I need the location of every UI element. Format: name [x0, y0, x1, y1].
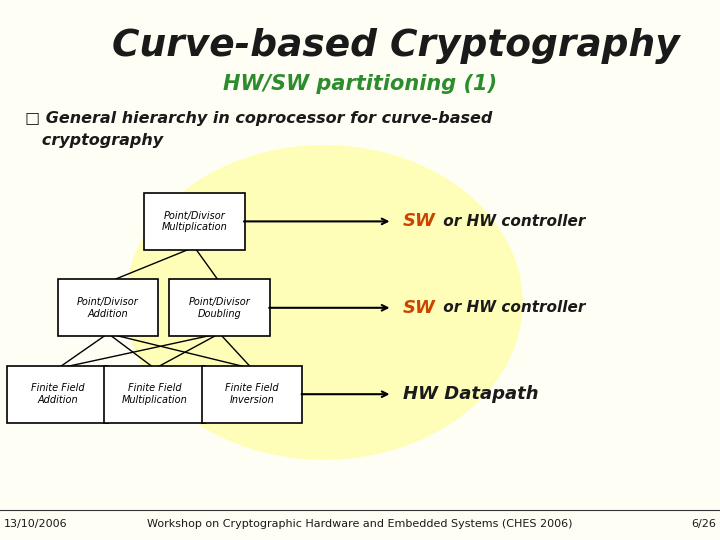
- Text: Workshop on Cryptographic Hardware and Embedded Systems (CHES 2006): Workshop on Cryptographic Hardware and E…: [148, 519, 572, 529]
- Text: HW Datapath: HW Datapath: [403, 385, 539, 403]
- Text: or HW controller: or HW controller: [438, 214, 585, 229]
- FancyBboxPatch shape: [202, 366, 302, 422]
- Text: SW: SW: [403, 299, 436, 317]
- Text: Point/Divisor
Addition: Point/Divisor Addition: [77, 297, 139, 319]
- FancyBboxPatch shape: [169, 280, 270, 336]
- Text: Point/Divisor
Multiplication: Point/Divisor Multiplication: [161, 211, 228, 232]
- Text: Finite Field
Inversion: Finite Field Inversion: [225, 383, 279, 405]
- Text: cryptography: cryptography: [25, 133, 163, 148]
- FancyBboxPatch shape: [58, 280, 158, 336]
- Text: □ General hierarchy in coprocessor for curve-based: □ General hierarchy in coprocessor for c…: [25, 111, 492, 126]
- Text: Point/Divisor
Doubling: Point/Divisor Doubling: [189, 297, 251, 319]
- Text: Curve-based Cryptography: Curve-based Cryptography: [112, 28, 680, 64]
- Text: 13/10/2006: 13/10/2006: [4, 519, 67, 529]
- Text: HW/SW partitioning (1): HW/SW partitioning (1): [223, 73, 497, 94]
- Text: 6/26: 6/26: [691, 519, 716, 529]
- FancyBboxPatch shape: [104, 366, 205, 422]
- Text: Finite Field
Addition: Finite Field Addition: [31, 383, 84, 405]
- Ellipse shape: [126, 146, 522, 459]
- Text: Finite Field
Multiplication: Finite Field Multiplication: [122, 383, 188, 405]
- Text: or HW controller: or HW controller: [438, 300, 585, 315]
- Text: SW: SW: [403, 212, 436, 231]
- FancyBboxPatch shape: [144, 193, 245, 249]
- FancyBboxPatch shape: [7, 366, 108, 422]
